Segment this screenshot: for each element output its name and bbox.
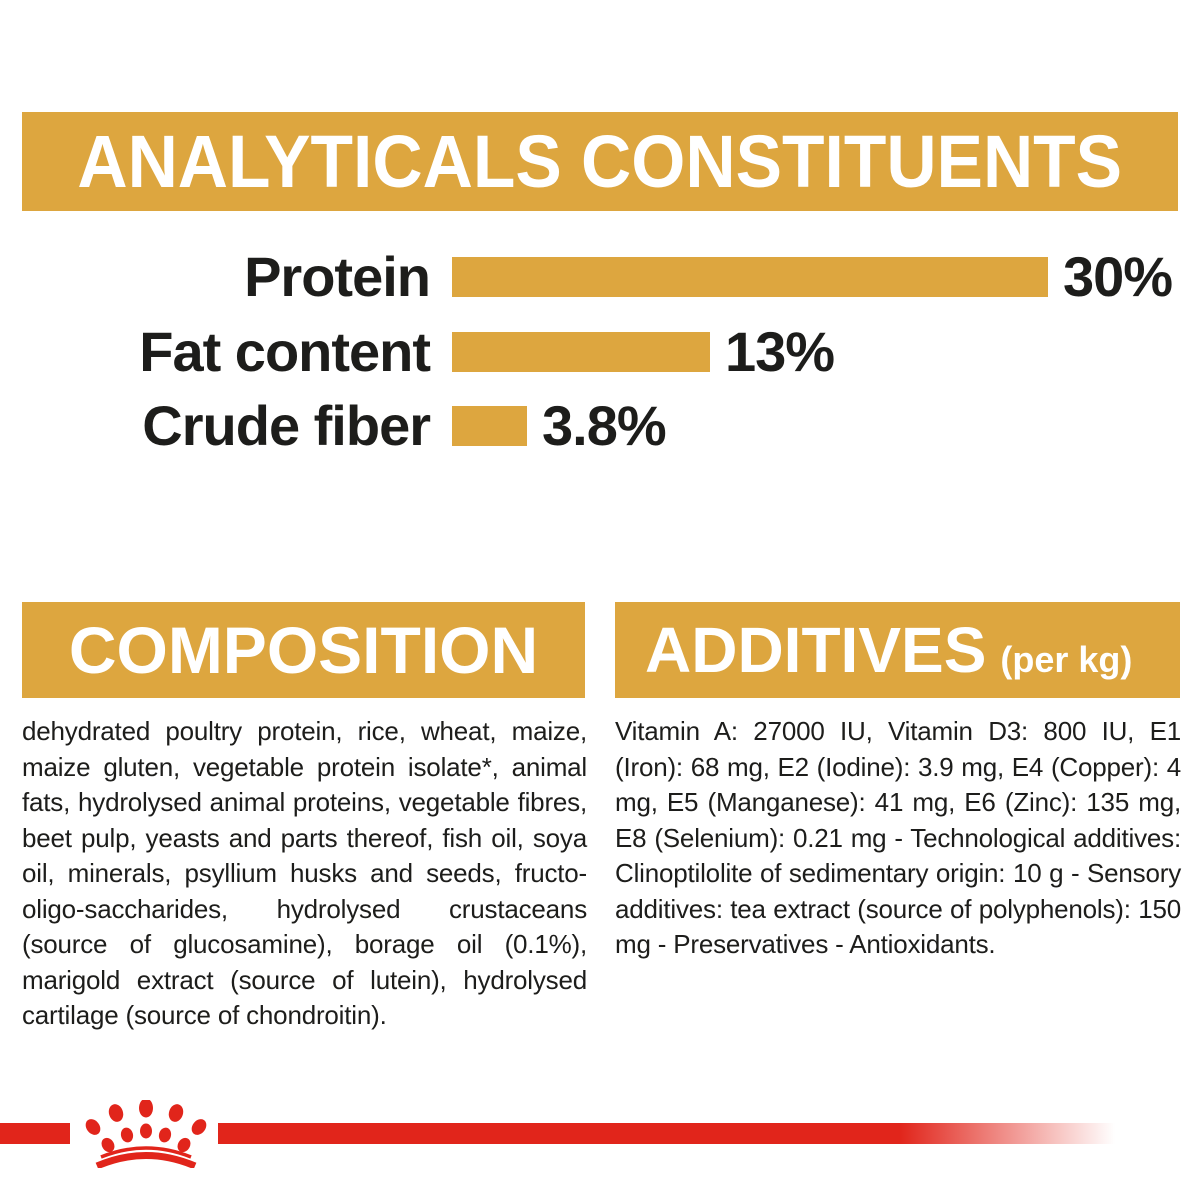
bar-label: Protein (244, 245, 431, 308)
analyticals-bar (452, 257, 1048, 297)
bar-value: 13% (725, 320, 835, 383)
analyticals-bar (452, 406, 527, 446)
analyticals-bar (452, 332, 710, 372)
chart-row-crude-fiber: Crude fiber 3.8% (0, 394, 667, 457)
additives-body: Vitamin A: 27000 IU, Vitamin D3: 800 IU,… (615, 716, 1181, 959)
chart-row-protein: Protein 30% (0, 245, 1173, 308)
composition-title: COMPOSITION (68, 613, 539, 687)
footer-band-left (0, 1123, 70, 1144)
additives-title: ADDITIVES (645, 614, 987, 686)
composition-body: dehydrated poultry protein, rice, wheat,… (22, 716, 587, 1030)
bar-value: 3.8% (542, 394, 667, 457)
bar-value: 30% (1063, 245, 1173, 308)
royal-canin-crown-logo (85, 1100, 207, 1168)
analyticals-title: ANALYTICALS CONSTITUENTS (77, 119, 1123, 203)
chart-row-fat-content: Fat content 13% (0, 320, 835, 383)
footer-band-right (218, 1123, 1115, 1144)
additives-per-kg: (per kg) (1000, 639, 1133, 680)
composition-banner: COMPOSITION (22, 602, 585, 698)
bar-label: Fat content (139, 320, 431, 383)
bar-label: Crude fiber (142, 394, 431, 457)
additives-banner: ADDITIVES (per kg) (615, 602, 1180, 698)
analyticals-banner: ANALYTICALS CONSTITUENTS (22, 112, 1178, 211)
